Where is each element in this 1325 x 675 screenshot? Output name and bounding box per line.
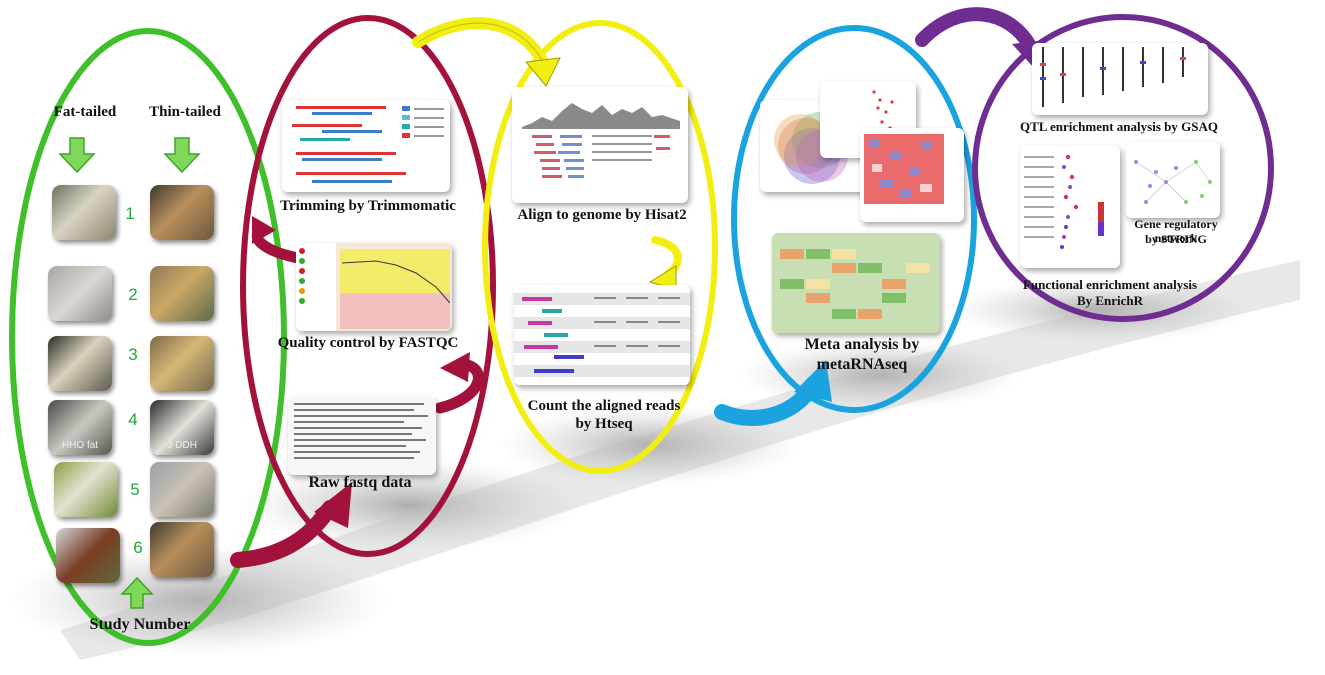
meta-analysis-label-line1: Meta analysis by <box>804 336 920 353</box>
study-number-label: Study Number <box>89 616 191 633</box>
ellipse-enrichment <box>972 14 1274 322</box>
arrowhead-icon <box>252 216 276 244</box>
heatmap-image <box>860 128 964 222</box>
down-arrow-icon <box>163 137 201 174</box>
fat-tailed-sheep-photo-2 <box>48 266 112 321</box>
study-number-1: 1 <box>125 204 135 223</box>
thin-tailed-sheep-photo-3 <box>150 336 214 391</box>
fat-tailed-sheep-photo-4: HHO fat <box>48 400 112 455</box>
study-number-5: 5 <box>130 480 140 499</box>
photo-caption: HHO fat <box>61 440 99 451</box>
thin-tailed-sheep-photo-2 <box>150 266 214 321</box>
raw-fastq-label: Raw fastq data <box>308 474 412 491</box>
meta-analysis-heatmap-stack-image <box>772 233 940 333</box>
study-number-3: 3 <box>128 345 138 364</box>
align-label: Align to genome by Hisat2 <box>517 207 687 223</box>
fat-tailed-sheep-photo-5 <box>54 462 118 517</box>
thin-tailed-sheep-photo-6 <box>150 522 214 577</box>
study-number-2: 2 <box>128 285 138 304</box>
fat-tailed-sheep-photo-3 <box>48 336 112 391</box>
string-network-image <box>1126 142 1220 218</box>
study-number-4: 4 <box>128 410 138 429</box>
ellipse-meta-analysis <box>731 25 977 413</box>
up-arrow-icon <box>120 576 154 609</box>
arrow-trimming-to-align <box>412 17 549 68</box>
ellipse-alignment <box>482 20 718 474</box>
gene-network-label-line1: Gene regulatory network <box>1134 217 1218 245</box>
meta-analysis-label-line2: metaRNAseq <box>816 356 908 373</box>
fat-tailed-sheep-photo-6 <box>56 528 120 583</box>
fat-tailed-label: Fat-tailed <box>53 104 117 120</box>
fat-tailed-sheep-photo-1 <box>52 185 116 240</box>
hisat2-coverage-image <box>512 87 688 203</box>
thin-tailed-sheep-photo-5 <box>150 462 214 517</box>
study-number-6: 6 <box>133 538 143 557</box>
ellipse-preprocessing <box>240 15 496 557</box>
thin-tailed-sheep-photo-4: 3 DDH <box>150 400 214 455</box>
functional-enrichment-label-line2: By EnrichR <box>1076 293 1144 308</box>
trimming-label: Trimming by Trimmomatic <box>280 198 456 214</box>
functional-enrichment-label-line1: Functional enrichment analysis <box>1022 277 1198 292</box>
qtl-enrichment-chart-image <box>1032 43 1208 115</box>
arrow-meta-to-enrichment <box>915 7 1037 53</box>
arrowhead-icon <box>314 482 352 528</box>
raw-fastq-text-image <box>288 397 436 475</box>
trimmomatic-schematic-image <box>282 100 450 192</box>
count-label-line2: by Htseq <box>575 416 633 432</box>
count-label-line1: Count the aligned reads <box>527 398 681 414</box>
arrowhead-icon <box>525 57 561 87</box>
gene-network-label-line2: by STRING <box>1145 232 1207 246</box>
htseq-count-image <box>514 285 690 385</box>
photo-caption: 3 DDH <box>166 440 197 451</box>
ellipse-sample-collection <box>9 28 287 646</box>
venn-diagram-image <box>760 100 868 192</box>
thin-tailed-label: Thin-tailed <box>149 104 221 120</box>
quality-control-label: Quality control by FASTQC <box>277 335 459 351</box>
down-arrow-icon <box>58 137 96 174</box>
functional-enrichment-dotplot-image <box>1020 146 1120 268</box>
qtl-enrichment-label: QTL enrichment analysis by GSAQ <box>1020 119 1218 134</box>
arrowhead-icon <box>794 360 832 402</box>
thin-tailed-sheep-photo-1 <box>150 185 214 240</box>
arrowhead-icon <box>440 352 470 382</box>
fastqc-report-image <box>296 243 452 331</box>
